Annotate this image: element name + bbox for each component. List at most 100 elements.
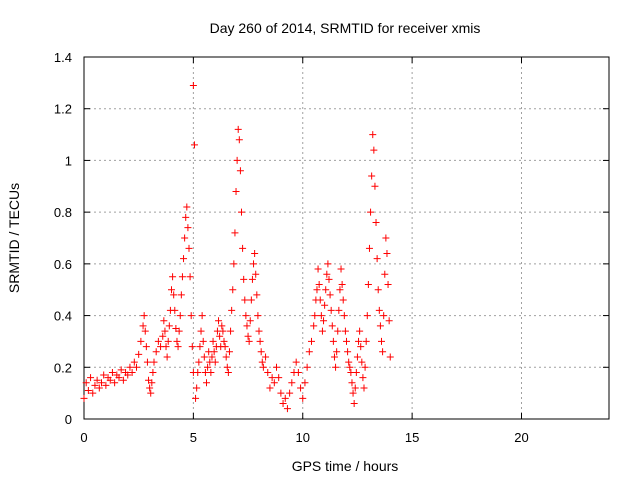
data-point — [315, 281, 323, 289]
x-tick-label: 20 — [514, 430, 528, 445]
data-point — [108, 368, 116, 376]
data-point — [279, 399, 287, 407]
data-point — [139, 322, 147, 330]
data-point — [326, 291, 334, 299]
data-point — [335, 306, 343, 314]
x-tick-label: 15 — [405, 430, 419, 445]
data-point — [174, 343, 182, 351]
data-point — [117, 366, 125, 374]
data-point — [247, 296, 255, 304]
data-point — [165, 322, 173, 330]
y-tick-label: 0.2 — [54, 360, 72, 375]
data-point — [374, 286, 382, 294]
data-point — [135, 350, 143, 358]
data-point — [148, 379, 156, 387]
data-point — [193, 384, 201, 392]
data-point — [286, 389, 294, 397]
data-point — [161, 327, 169, 335]
data-point — [356, 327, 364, 335]
data-point — [198, 312, 206, 320]
x-axis-title: GPS time / hours — [292, 458, 399, 474]
data-point — [128, 368, 136, 376]
data-point — [329, 337, 337, 345]
data-point — [160, 317, 168, 325]
data-point — [368, 172, 376, 180]
chart-title: Day 260 of 2014, SRMTID for receiver xmi… — [210, 20, 481, 36]
data-point — [330, 353, 338, 361]
data-point — [188, 343, 196, 351]
data-point — [268, 374, 276, 382]
data-point — [288, 379, 296, 387]
data-point — [187, 312, 195, 320]
data-point — [322, 286, 330, 294]
data-point — [203, 379, 210, 387]
data-point — [292, 358, 300, 366]
data-point — [84, 387, 92, 395]
data-point — [379, 348, 387, 356]
data-point — [382, 234, 390, 242]
data-point — [230, 260, 238, 268]
data-point — [259, 363, 267, 371]
data-point — [200, 353, 208, 361]
data-point — [386, 353, 394, 361]
data-point — [170, 291, 178, 299]
data-points — [80, 81, 394, 413]
data-point — [370, 146, 378, 154]
data-point — [137, 337, 145, 345]
data-point — [364, 281, 372, 289]
data-point — [222, 353, 230, 361]
data-point — [102, 381, 110, 389]
data-point — [384, 281, 392, 289]
data-point — [115, 374, 123, 382]
data-point — [194, 368, 202, 376]
data-point — [197, 327, 205, 335]
data-point — [318, 327, 326, 335]
data-point — [89, 389, 97, 397]
data-point — [332, 363, 340, 371]
data-point — [250, 260, 258, 268]
data-point — [210, 348, 218, 356]
data-point — [126, 363, 134, 371]
data-point — [264, 368, 272, 376]
data-point — [175, 327, 183, 335]
data-point — [168, 286, 175, 294]
data-point — [358, 358, 366, 366]
data-point — [100, 371, 108, 379]
data-point — [341, 327, 349, 335]
data-point — [262, 353, 270, 361]
data-point — [232, 187, 240, 195]
data-point — [283, 405, 291, 413]
y-tick-label: 0 — [65, 412, 72, 427]
y-tick-label: 0.4 — [54, 309, 72, 324]
data-point — [150, 358, 158, 366]
data-point — [380, 312, 388, 320]
data-point — [334, 327, 342, 335]
data-point — [273, 363, 280, 371]
data-point — [208, 353, 216, 361]
data-point — [383, 250, 391, 258]
data-point — [277, 389, 285, 397]
data-point — [327, 306, 335, 314]
data-point — [82, 379, 90, 387]
data-point — [361, 363, 369, 371]
data-point — [195, 358, 203, 366]
x-tick-label: 0 — [80, 430, 87, 445]
data-point — [220, 337, 228, 345]
data-point — [169, 273, 177, 281]
data-point — [221, 343, 229, 351]
data-point — [235, 136, 243, 144]
data-point — [258, 358, 266, 366]
data-point — [180, 255, 188, 263]
data-point — [248, 275, 256, 283]
data-point — [303, 363, 311, 371]
axis-ticks: 0 0.2 0.4 0.6 0.8 1 1.2 1.4 0 5 10 15 20 — [54, 50, 609, 445]
data-point — [254, 312, 262, 320]
data-point — [372, 218, 380, 226]
data-point — [355, 337, 363, 345]
data-point — [310, 322, 318, 330]
data-point — [173, 337, 181, 345]
data-point — [234, 125, 242, 133]
data-point — [308, 337, 315, 345]
data-point — [305, 348, 313, 356]
